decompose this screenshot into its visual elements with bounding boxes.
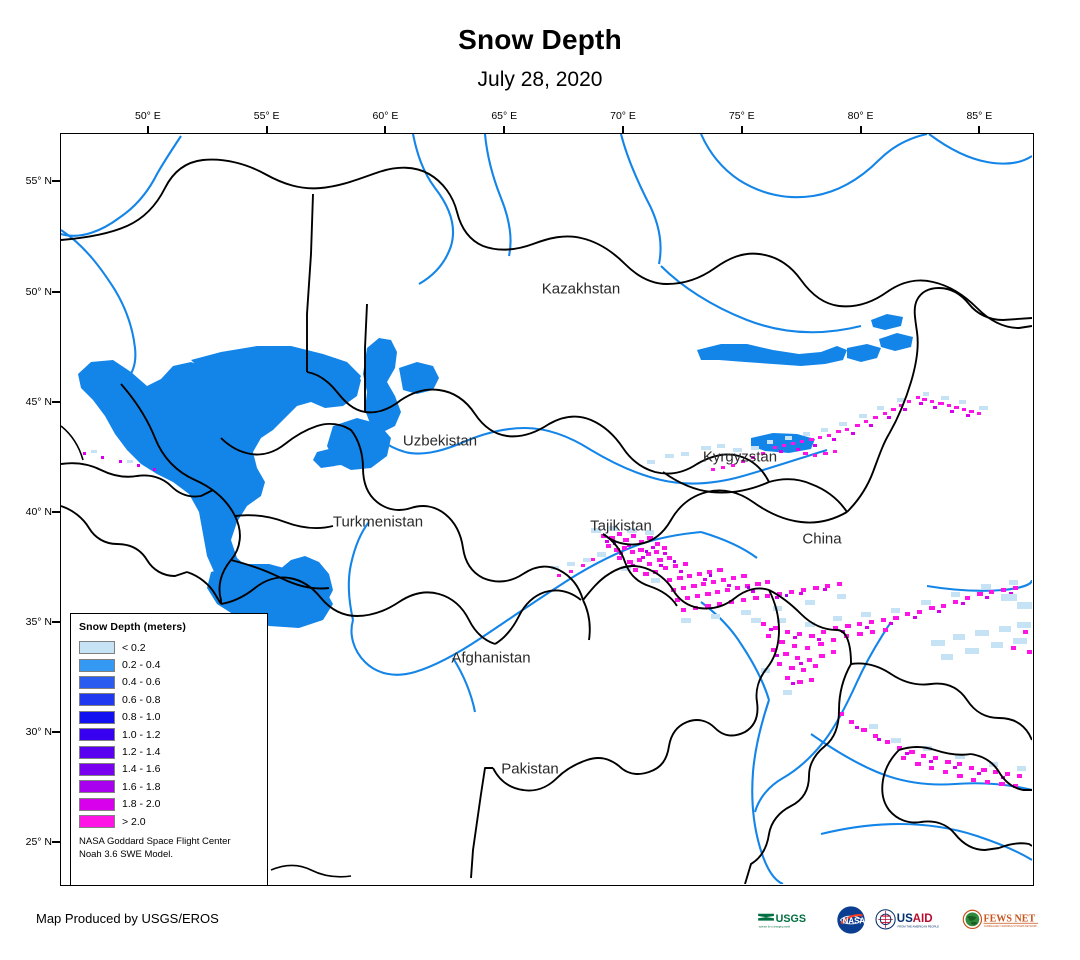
- latitude-tick: [52, 620, 61, 623]
- legend-row: > 2.0: [79, 813, 259, 830]
- legend-row: < 0.2: [79, 639, 259, 656]
- longitude-tick: [978, 126, 981, 134]
- legend-rows: < 0.2 0.2 - 0.4 0.4 - 0.6 0.6 - 0.8 0.8 - 1.…: [79, 639, 259, 830]
- latitude-label: 40° N: [25, 505, 52, 518]
- longitude-label: 75° E: [728, 110, 755, 122]
- usaid-logo[interactable]: US AID FROM THE AMERICAN PEOPLE: [875, 905, 953, 935]
- latitude-label: 30° N: [25, 725, 52, 738]
- legend-label: 1.2 - 1.4: [122, 746, 161, 759]
- legend-panel[interactable]: Snow Depth (meters) < 0.2 0.2 - 0.4 0.4 - …: [70, 613, 268, 886]
- legend-swatch: [79, 745, 115, 759]
- latitude-tick: [52, 730, 61, 733]
- rivers: [61, 134, 1032, 884]
- legend-label: 0.8 - 1.0: [122, 711, 161, 724]
- legend-swatch: [79, 797, 115, 811]
- legend-row: 0.4 - 0.6: [79, 674, 259, 691]
- latitude-tick: [52, 400, 61, 403]
- svg-text:science for a changing world: science for a changing world: [759, 925, 791, 928]
- longitude-tick: [146, 126, 149, 134]
- legend-row: 1.2 - 1.4: [79, 743, 259, 760]
- legend-source-note: NASA Goddard Space Flight Center Noah 3.…: [79, 836, 259, 861]
- legend-label: 0.6 - 0.8: [122, 693, 161, 706]
- svg-text:US: US: [897, 913, 913, 925]
- fews-net-logo[interactable]: FEWS NET FAMINE EARLY WARNING SYSTEMS NE…: [962, 905, 1040, 935]
- coastlines: [61, 425, 352, 878]
- latitude-tick: [52, 290, 61, 293]
- country-borders: [61, 158, 1032, 884]
- legend-label: 1.4 - 1.6: [122, 763, 161, 776]
- longitude-label: 60° E: [372, 110, 399, 122]
- longitude-tick: [503, 126, 506, 134]
- longitude-tick: [740, 126, 743, 134]
- latitude-label: 35° N: [25, 615, 52, 628]
- legend-label: < 0.2: [122, 641, 146, 654]
- longitude-label: 85° E: [966, 110, 993, 122]
- legend-row: 0.2 - 0.4: [79, 656, 259, 673]
- longitude-tick: [622, 126, 625, 134]
- legend-swatch: [79, 710, 115, 724]
- svg-text:FEWS NET: FEWS NET: [983, 913, 1035, 924]
- svg-text:FAMINE EARLY WARNING SYSTEMS N: FAMINE EARLY WARNING SYSTEMS NETWORK: [984, 925, 1037, 928]
- latitude-label: 45° N: [25, 395, 52, 408]
- legend-label: > 2.0: [122, 815, 146, 828]
- legend-row: 0.6 - 0.8: [79, 691, 259, 708]
- longitude-tick: [859, 126, 862, 134]
- legend-row: 0.8 - 1.0: [79, 709, 259, 726]
- longitude-tick: [265, 126, 268, 134]
- legend-swatch: [79, 675, 115, 689]
- map-date-subtitle: July 28, 2020: [477, 68, 603, 91]
- legend-swatch: [79, 641, 115, 655]
- svg-text:AID: AID: [913, 913, 933, 925]
- nasa-logo[interactable]: NASA: [836, 905, 866, 935]
- legend-label: 0.2 - 0.4: [122, 659, 161, 672]
- legend-label: 1.8 - 2.0: [122, 798, 161, 811]
- longitude-label: 80° E: [847, 110, 874, 122]
- latitude-tick: [52, 510, 61, 513]
- legend-swatch: [79, 815, 115, 829]
- longitude-tick: [384, 126, 387, 134]
- legend-row: 1.8 - 2.0: [79, 796, 259, 813]
- svg-text:NASA: NASA: [843, 917, 866, 926]
- usgs-logo[interactable]: USGS science for a changing world: [757, 905, 827, 935]
- longitude-label: 65° E: [491, 110, 518, 122]
- agency-logos: USGS science for a changing world NASA U…: [757, 903, 1040, 937]
- longitude-label: 70° E: [610, 110, 636, 122]
- latitude-label: 55° N: [25, 175, 52, 188]
- legend-swatch: [79, 658, 115, 672]
- svg-text:FROM THE AMERICAN PEOPLE: FROM THE AMERICAN PEOPLE: [897, 924, 939, 928]
- legend-swatch: [79, 728, 115, 742]
- legend-label: 1.6 - 1.8: [122, 780, 161, 793]
- latitude-label: 25° N: [25, 835, 52, 848]
- map-graphic: [61, 134, 1032, 884]
- legend-swatch: [79, 780, 115, 794]
- legend-source-line2: Noah 3.6 SWE Model.: [79, 848, 173, 860]
- legend-row: 1.4 - 1.6: [79, 761, 259, 778]
- latitude-tick: [52, 840, 61, 843]
- legend-label: 1.0 - 1.2: [122, 728, 161, 741]
- legend-swatch: [79, 762, 115, 776]
- legend-row: 1.6 - 1.8: [79, 778, 259, 795]
- water-bodies: [78, 314, 913, 628]
- legend-title: Snow Depth (meters): [79, 621, 186, 633]
- longitude-label: 50° E: [134, 110, 161, 122]
- map-title: Snow Depth: [458, 24, 622, 55]
- legend-swatch: [79, 693, 115, 707]
- legend-label: 0.4 - 0.6: [122, 676, 161, 689]
- latitude-label: 50° N: [25, 285, 52, 298]
- svg-text:USGS: USGS: [776, 913, 806, 925]
- legend-row: 1.0 - 1.2: [79, 726, 259, 743]
- longitude-label: 55° E: [253, 110, 280, 122]
- map-credit: Map Produced by USGS/EROS: [36, 911, 219, 926]
- legend-source-line1: NASA Goddard Space Flight Center: [79, 836, 231, 848]
- latitude-tick: [52, 180, 61, 183]
